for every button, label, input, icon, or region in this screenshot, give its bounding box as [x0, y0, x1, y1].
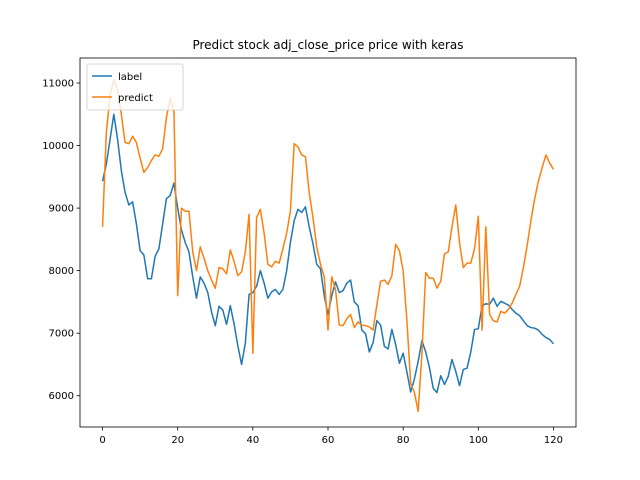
x-tick-label-3: 60 [322, 435, 335, 446]
y-axis: 6000 7000 8000 9000 10000 11000 [42, 79, 80, 402]
x-tick-label-0: 0 [99, 435, 105, 446]
y-tick-label-0: 6000 [49, 391, 74, 402]
chart-title: Predict stock adj_close_price price with… [192, 38, 463, 52]
y-tick-label-5: 11000 [42, 79, 74, 90]
y-tick-label-1: 7000 [49, 329, 74, 340]
y-tick-label-3: 9000 [49, 204, 74, 215]
x-axis: 0 20 40 60 80 100 120 [99, 427, 563, 446]
x-tick-label-6: 120 [544, 435, 563, 446]
x-tick-label-4: 80 [397, 435, 410, 446]
y-tick-label-2: 8000 [49, 266, 74, 277]
legend-label-predict: predict [118, 93, 153, 104]
x-tick-label-1: 20 [171, 435, 184, 446]
legend: label predict [86, 63, 184, 111]
y-tick-label-4: 10000 [42, 141, 74, 152]
legend-label-label: label [118, 72, 142, 83]
x-tick-label-5: 100 [469, 435, 488, 446]
x-tick-label-2: 40 [246, 435, 259, 446]
series-layer [101, 79, 555, 413]
series-line-predict [101, 79, 555, 413]
series-line-label [101, 113, 555, 394]
